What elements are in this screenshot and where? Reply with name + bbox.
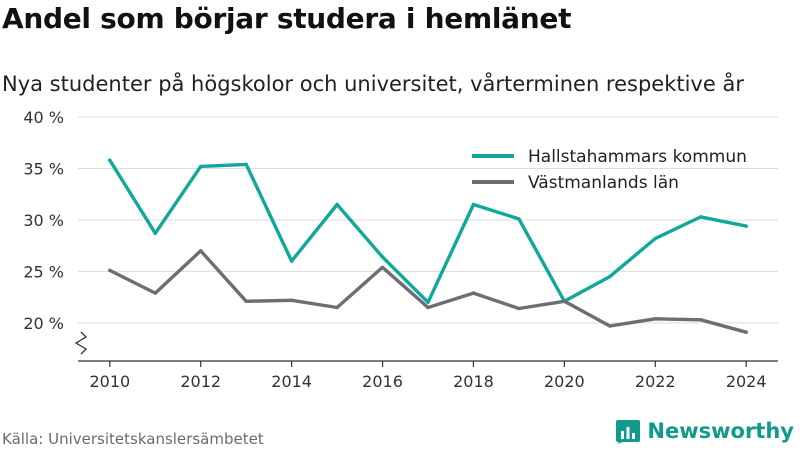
data-point: [517, 217, 521, 221]
data-point: [653, 317, 657, 321]
grid-lines: [78, 116, 778, 324]
data-point: [744, 330, 748, 334]
x-tick-label: 2010: [89, 372, 130, 391]
x-tick-label: 2020: [544, 372, 585, 391]
data-point: [289, 298, 294, 302]
data-point: [108, 268, 112, 273]
data-point: [517, 306, 521, 311]
x-tick-label: 2016: [362, 372, 403, 391]
chart-subtitle: Nya studenter på högskolor och universit…: [2, 72, 744, 96]
axis-break-icon: [74, 331, 88, 355]
chart-title: Andel som börjar studera i hemlänet: [2, 2, 572, 35]
data-point: [335, 305, 339, 310]
x-tick-label: 2012: [180, 372, 221, 391]
data-point: [335, 202, 339, 207]
data-point: [380, 265, 385, 270]
source-note: Källa: Universitetskanslersämbetet: [2, 430, 264, 448]
data-point: [608, 274, 612, 279]
y-tick-label: 40 %: [23, 108, 64, 127]
data-point: [562, 299, 567, 303]
data-point: [471, 202, 476, 207]
x-tick-label: 2014: [271, 372, 312, 391]
data-point: [653, 236, 657, 241]
data-point: [744, 224, 748, 228]
y-tick-label: 20 %: [23, 314, 64, 333]
x-tick-label: 2024: [726, 372, 767, 391]
data-point: [699, 215, 703, 219]
data-point: [153, 291, 157, 295]
brand-name: Newsworthy: [647, 419, 794, 443]
x-tick-label: 2018: [453, 372, 494, 391]
brand-logo: Newsworthy: [615, 418, 794, 444]
x-tick-label: 2022: [635, 372, 676, 391]
legend-label: Hallstahammars kommun: [528, 147, 747, 167]
data-point: [380, 255, 385, 259]
legend: Hallstahammars kommun Västmanlands län: [472, 147, 747, 193]
series-line-vastmanland: [108, 249, 748, 334]
data-point: [426, 300, 430, 305]
data-point: [153, 231, 157, 236]
data-point: [289, 259, 294, 263]
data-point: [199, 249, 203, 253]
data-point: [699, 318, 703, 322]
y-tick-label: 30 %: [23, 211, 64, 230]
axes: 20 % 25 % 30 % 35 % 40 % 2010 2012 2014 2016 2018…: [23, 108, 778, 391]
data-point: [608, 324, 612, 328]
data-point: [471, 291, 476, 295]
legend-label: Västmanlands län: [528, 173, 679, 193]
y-tick-label: 25 %: [23, 262, 64, 281]
series-lines: [108, 158, 748, 334]
y-tick-label: 35 %: [23, 159, 64, 178]
newsworthy-logo-icon: [616, 420, 641, 444]
data-point: [426, 305, 430, 310]
data-point: [244, 299, 248, 303]
data-point: [199, 164, 203, 169]
data-point: [108, 158, 112, 162]
data-point: [244, 162, 248, 167]
